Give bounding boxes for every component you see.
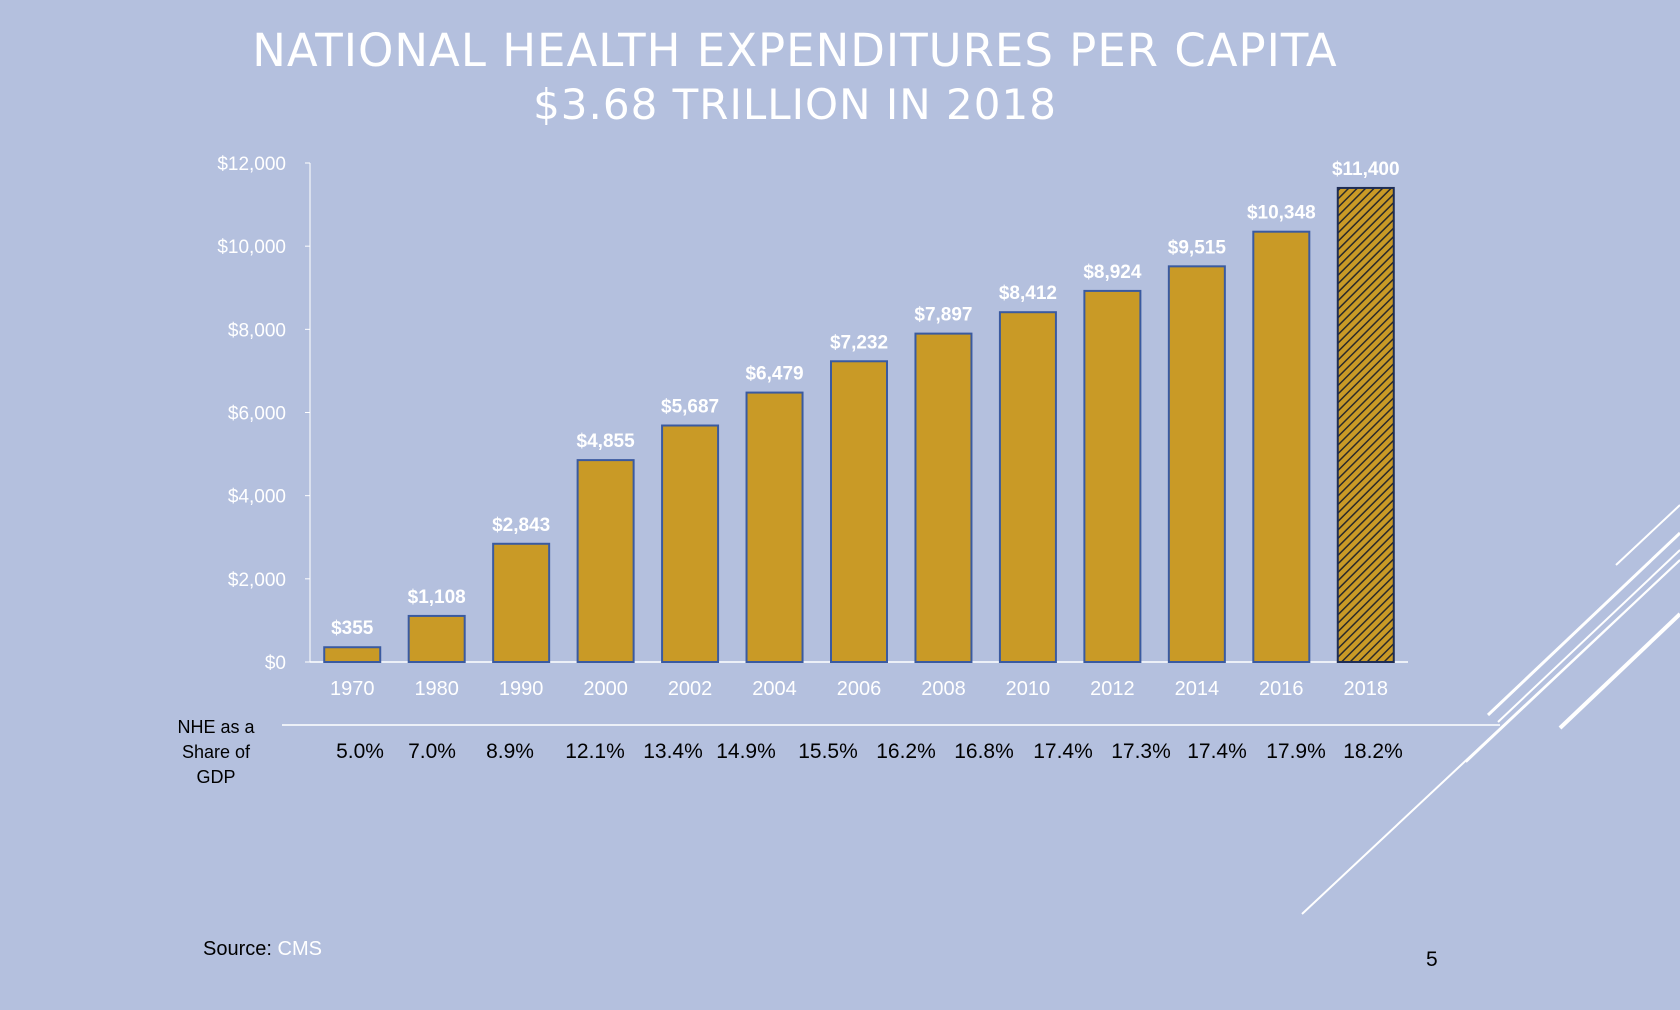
bar bbox=[830, 360, 888, 663]
chart-subtitle: $3.68 TRILLION IN 2018 bbox=[533, 80, 1057, 129]
gdp-share-value: 15.5% bbox=[798, 740, 858, 763]
data-label: $6,479 bbox=[745, 364, 803, 385]
gdp-share-value: 13.4% bbox=[643, 740, 703, 763]
y-tick-label: $0 bbox=[265, 653, 286, 674]
chart-title: NATIONAL HEALTH EXPENDITURES PER CAPITA bbox=[252, 24, 1338, 77]
y-tick-label: $6,000 bbox=[228, 404, 286, 425]
y-tick-label: $12,000 bbox=[217, 154, 286, 175]
gdp-share-value: 17.4% bbox=[1187, 740, 1247, 763]
bar bbox=[323, 646, 382, 663]
x-tick-label: 2008 bbox=[921, 678, 966, 700]
gdp-share-value: 18.2% bbox=[1343, 740, 1403, 763]
data-label: $11,400 bbox=[1332, 159, 1400, 180]
x-tick-label: 1980 bbox=[414, 678, 459, 700]
data-label: $5,687 bbox=[661, 397, 719, 418]
gdp-share-value: 12.1% bbox=[565, 740, 625, 763]
bar bbox=[492, 542, 551, 663]
x-tick-label: 1990 bbox=[499, 678, 544, 700]
data-label: $7,232 bbox=[830, 332, 888, 353]
bar bbox=[998, 311, 1057, 663]
y-tick-label: $10,000 bbox=[217, 237, 286, 258]
gdp-share-value: 17.4% bbox=[1033, 740, 1093, 763]
y-tick-label: $8,000 bbox=[228, 320, 286, 341]
data-label: $8,924 bbox=[1083, 262, 1142, 283]
bar bbox=[914, 332, 973, 663]
data-label: $2,843 bbox=[492, 515, 550, 536]
gdp-share-value: 16.2% bbox=[876, 740, 936, 763]
gdp-share-value: 7.0% bbox=[408, 740, 456, 763]
data-label: $7,897 bbox=[914, 305, 972, 326]
x-tick-label: 2016 bbox=[1259, 678, 1304, 700]
bar bbox=[1083, 289, 1142, 663]
bar bbox=[745, 391, 804, 663]
bar bbox=[661, 424, 720, 664]
bar bbox=[407, 614, 466, 663]
gdp-share-value: 17.9% bbox=[1266, 740, 1326, 763]
gdp-share-value: 8.9% bbox=[486, 740, 534, 763]
gdp-share-value: 14.9% bbox=[716, 740, 776, 763]
x-tick-label: 1970 bbox=[330, 678, 375, 700]
x-tick-label: 2014 bbox=[1175, 678, 1220, 700]
x-tick-label: 2018 bbox=[1344, 678, 1389, 700]
source-value: CMS bbox=[277, 938, 322, 960]
bar bbox=[1252, 230, 1311, 663]
data-label: $4,855 bbox=[577, 431, 636, 452]
y-tick-label: $2,000 bbox=[228, 570, 286, 591]
gdp-share-value: 16.8% bbox=[954, 740, 1014, 763]
gdp-row-label: NHE as a Share of GDP bbox=[177, 717, 255, 787]
gdp-share-value: 5.0% bbox=[336, 740, 384, 763]
bar bbox=[576, 459, 635, 663]
data-label: $355 bbox=[331, 618, 374, 639]
data-label: $9,515 bbox=[1168, 237, 1227, 258]
x-tick-label: 2004 bbox=[752, 678, 797, 700]
data-label: $10,348 bbox=[1247, 203, 1316, 224]
page-number: 5 bbox=[1426, 948, 1438, 971]
source-note: Source: CMS bbox=[203, 938, 322, 961]
data-label: $1,108 bbox=[408, 587, 466, 608]
source-label: Source: bbox=[203, 938, 272, 960]
y-tick-label: $4,000 bbox=[228, 487, 286, 508]
bar bbox=[1336, 186, 1395, 663]
x-tick-label: 2000 bbox=[583, 678, 628, 700]
x-tick-label: 2002 bbox=[668, 678, 713, 700]
bar bbox=[1167, 265, 1226, 663]
x-tick-label: 2012 bbox=[1090, 678, 1135, 700]
data-label: $8,412 bbox=[999, 283, 1057, 304]
x-tick-label: 2010 bbox=[1006, 678, 1051, 700]
x-tick-label: 2006 bbox=[837, 678, 882, 700]
gdp-share-value: 17.3% bbox=[1111, 740, 1171, 763]
